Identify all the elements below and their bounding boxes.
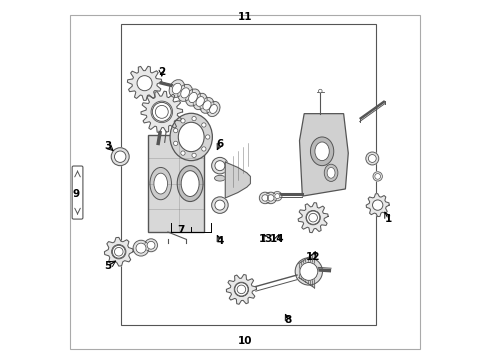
- Ellipse shape: [210, 104, 218, 113]
- Polygon shape: [226, 275, 256, 304]
- Text: 9: 9: [73, 189, 80, 199]
- Circle shape: [272, 192, 282, 201]
- Circle shape: [111, 148, 129, 166]
- Circle shape: [115, 151, 126, 162]
- Ellipse shape: [186, 89, 200, 106]
- Circle shape: [202, 123, 206, 127]
- Text: 10: 10: [238, 336, 252, 346]
- Circle shape: [212, 157, 228, 174]
- Circle shape: [309, 213, 318, 222]
- Ellipse shape: [189, 93, 197, 103]
- Text: 3: 3: [104, 141, 112, 151]
- Text: 7: 7: [177, 225, 184, 235]
- Polygon shape: [104, 237, 133, 266]
- Circle shape: [192, 153, 196, 157]
- Polygon shape: [148, 135, 204, 232]
- Ellipse shape: [177, 166, 203, 202]
- Circle shape: [215, 200, 225, 210]
- Circle shape: [300, 262, 318, 280]
- Circle shape: [145, 239, 157, 252]
- Circle shape: [181, 119, 185, 123]
- Circle shape: [173, 141, 178, 145]
- Circle shape: [375, 174, 381, 179]
- Circle shape: [137, 76, 152, 91]
- Text: 2: 2: [158, 67, 166, 77]
- Circle shape: [318, 89, 322, 93]
- Ellipse shape: [196, 96, 204, 106]
- Text: 13: 13: [259, 234, 274, 244]
- Circle shape: [155, 105, 168, 118]
- Ellipse shape: [169, 80, 185, 98]
- Ellipse shape: [200, 98, 214, 113]
- Circle shape: [202, 147, 206, 151]
- Circle shape: [295, 258, 322, 285]
- Circle shape: [115, 247, 123, 256]
- Circle shape: [181, 151, 185, 155]
- Ellipse shape: [203, 101, 211, 110]
- Ellipse shape: [315, 142, 329, 161]
- Circle shape: [152, 102, 171, 121]
- Circle shape: [205, 135, 210, 139]
- Ellipse shape: [207, 102, 220, 117]
- Ellipse shape: [324, 164, 338, 181]
- Circle shape: [133, 240, 149, 256]
- Polygon shape: [299, 114, 348, 196]
- Circle shape: [262, 195, 269, 201]
- Ellipse shape: [181, 171, 199, 197]
- Text: 8: 8: [284, 315, 292, 325]
- Ellipse shape: [311, 137, 334, 166]
- Circle shape: [215, 161, 225, 171]
- Text: 4: 4: [216, 236, 223, 246]
- Ellipse shape: [154, 173, 168, 194]
- Polygon shape: [366, 194, 389, 217]
- Polygon shape: [225, 162, 250, 198]
- Bar: [122, 24, 376, 325]
- Circle shape: [372, 200, 383, 210]
- Text: 5: 5: [104, 261, 112, 271]
- Text: 12: 12: [306, 252, 320, 262]
- Circle shape: [147, 241, 155, 249]
- Ellipse shape: [327, 167, 335, 178]
- Circle shape: [173, 129, 178, 133]
- FancyBboxPatch shape: [72, 166, 83, 219]
- Polygon shape: [298, 203, 328, 233]
- Circle shape: [275, 194, 280, 199]
- Circle shape: [368, 154, 376, 162]
- Ellipse shape: [150, 167, 172, 200]
- Circle shape: [259, 192, 271, 204]
- Ellipse shape: [215, 175, 225, 181]
- Circle shape: [234, 282, 248, 297]
- Circle shape: [151, 101, 172, 123]
- Polygon shape: [127, 66, 162, 100]
- Polygon shape: [141, 91, 183, 132]
- Ellipse shape: [193, 93, 207, 110]
- Circle shape: [265, 192, 276, 204]
- Ellipse shape: [178, 122, 204, 152]
- Ellipse shape: [178, 84, 193, 102]
- Ellipse shape: [170, 113, 212, 161]
- Circle shape: [306, 211, 320, 225]
- Circle shape: [112, 244, 126, 259]
- Text: 6: 6: [216, 139, 223, 149]
- Circle shape: [237, 285, 245, 294]
- Text: 14: 14: [270, 234, 285, 244]
- Circle shape: [136, 243, 146, 253]
- Circle shape: [212, 197, 228, 213]
- Text: 11: 11: [238, 12, 252, 22]
- Circle shape: [306, 211, 320, 224]
- Circle shape: [192, 116, 196, 121]
- Circle shape: [235, 283, 248, 296]
- Ellipse shape: [172, 83, 181, 94]
- Circle shape: [366, 152, 379, 165]
- Circle shape: [373, 172, 382, 181]
- Circle shape: [268, 195, 274, 201]
- Text: 1: 1: [385, 215, 392, 224]
- Circle shape: [112, 245, 125, 258]
- Ellipse shape: [181, 88, 190, 98]
